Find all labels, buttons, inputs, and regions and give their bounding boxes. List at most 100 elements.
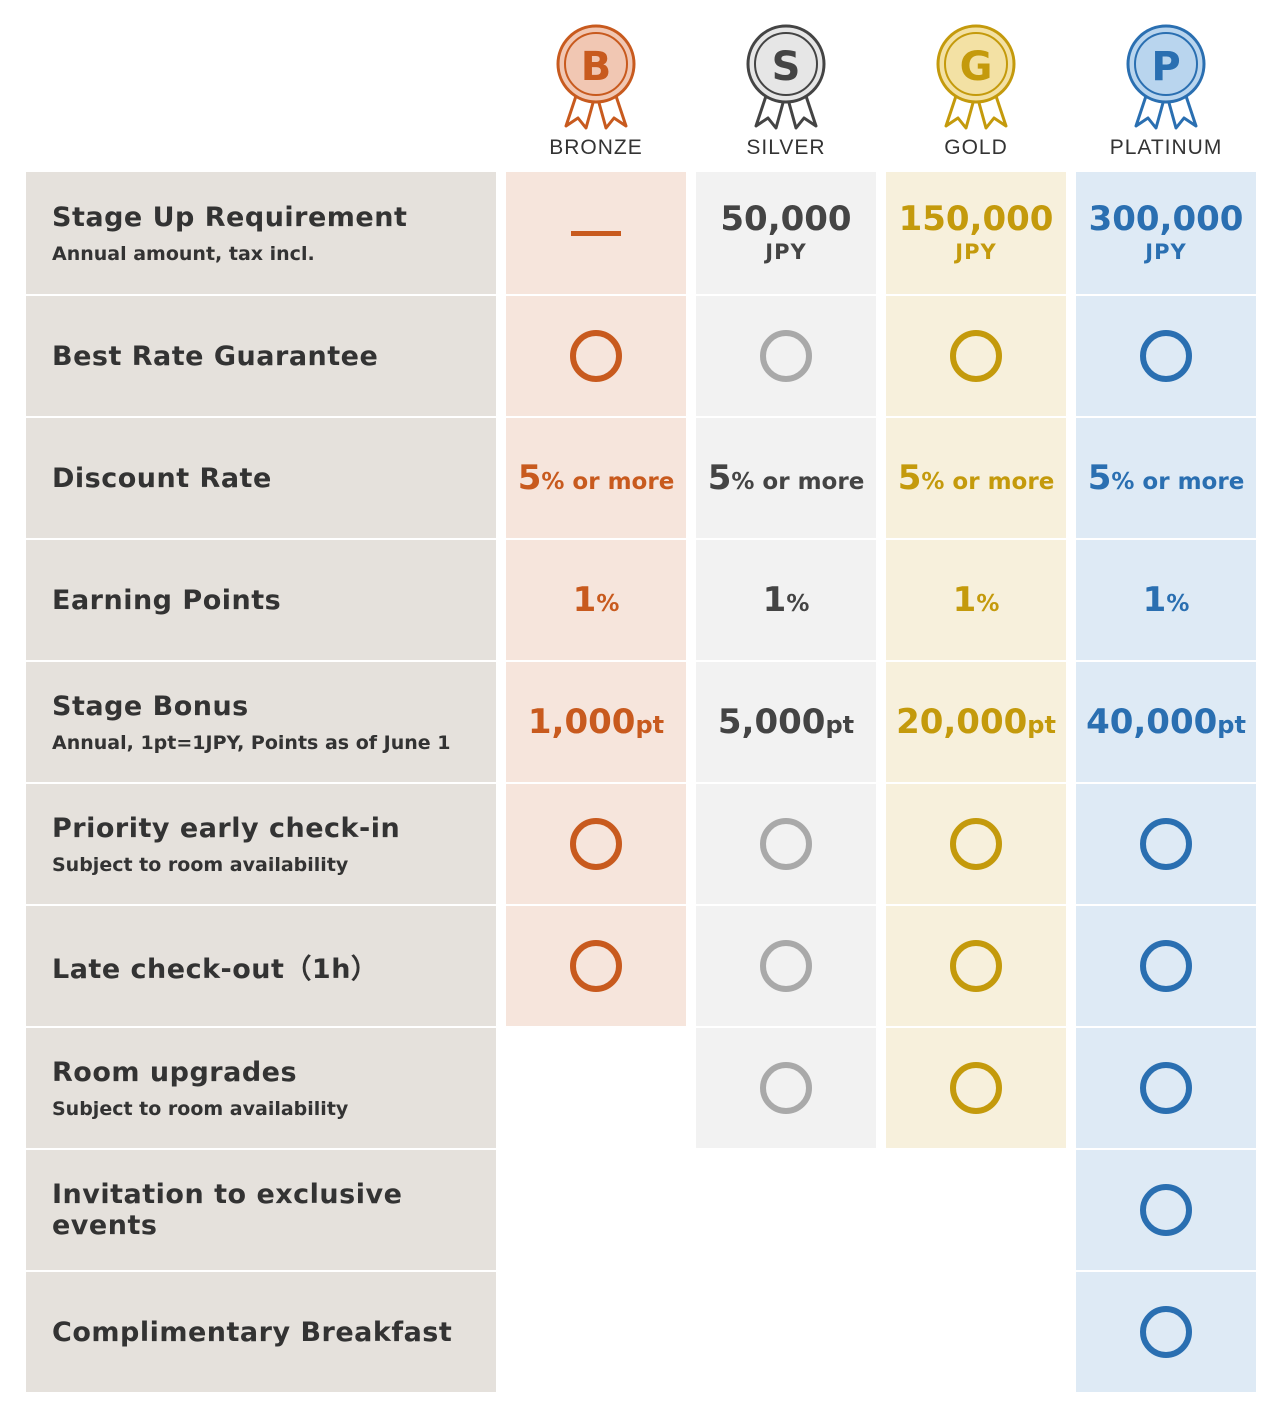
bronze-medal-icon: B — [556, 24, 636, 130]
points-number: 1 — [762, 580, 787, 620]
platinum-bonus: 40,000pt — [1076, 662, 1256, 782]
row-subtitle: Annual, 1pt=1JPY, Points as of June 1 — [52, 731, 451, 754]
requirement-amount: 50,000 — [720, 199, 852, 239]
bonus-value: 5,000pt — [718, 702, 854, 742]
discount-value: 5% or more — [1088, 458, 1245, 498]
tier-header-platinum: P PLATINUM — [1076, 22, 1256, 160]
discount-number: 5 — [517, 458, 542, 498]
requirement-amount: 150,000 — [898, 199, 1054, 239]
circle-check-icon — [950, 1062, 1002, 1114]
bronze-early-checkin — [506, 784, 686, 904]
discount-suffix: % or more — [541, 469, 675, 495]
row-label-room-upgrades: Room upgrades Subject to room availabili… — [26, 1028, 496, 1148]
row-label-stage-bonus: Stage Bonus Annual, 1pt=1JPY, Points as … — [26, 662, 496, 782]
tier-header-silver: S SILVER — [696, 22, 876, 160]
circle-check-icon — [1140, 1306, 1192, 1358]
points-number: 1 — [1142, 580, 1167, 620]
bronze-best-rate — [506, 296, 686, 416]
silver-room-upgrades — [696, 1028, 876, 1148]
platinum-requirement: 300,000 JPY — [1076, 172, 1256, 294]
bronze-late-checkout — [506, 906, 686, 1026]
tier-name-silver: SILVER — [746, 136, 826, 159]
bonus-value: 1,000pt — [528, 702, 664, 742]
bonus-suffix: pt — [635, 711, 665, 739]
points-value: 1% — [573, 580, 620, 620]
requirement-unit: JPY — [1145, 240, 1187, 264]
discount-suffix: % or more — [1111, 469, 1245, 495]
silver-requirement: 50,000 JPY — [696, 172, 876, 294]
row-title: Earning Points — [52, 584, 282, 616]
platinum-early-checkin — [1076, 784, 1256, 904]
gold-points: 1% — [886, 540, 1066, 660]
points-number: 1 — [572, 580, 597, 620]
row-label-best-rate: Best Rate Guarantee — [26, 296, 496, 416]
tier-name-gold: GOLD — [944, 136, 1008, 159]
bonus-value: 20,000pt — [896, 702, 1056, 742]
requirement-unit: JPY — [955, 240, 997, 264]
row-subtitle: Subject to room availability — [52, 853, 349, 876]
points-number: 1 — [952, 580, 977, 620]
row-label-discount: Discount Rate — [26, 418, 496, 538]
row-title: Room upgrades — [52, 1056, 298, 1088]
row-title: Complimentary Breakfast — [52, 1316, 453, 1348]
silver-points: 1% — [696, 540, 876, 660]
platinum-letter: P — [1151, 44, 1180, 90]
gold-medal-icon: G — [936, 24, 1016, 130]
gold-discount: 5% or more — [886, 418, 1066, 538]
silver-letter: S — [772, 44, 801, 90]
bonus-suffix: pt — [1027, 711, 1056, 739]
points-suffix: % — [976, 591, 1000, 617]
platinum-room-upgrades — [1076, 1028, 1256, 1148]
circle-check-icon — [760, 330, 812, 382]
platinum-best-rate — [1076, 296, 1256, 416]
row-title: Late check-out（1h） — [52, 953, 379, 985]
circle-check-icon — [760, 1062, 812, 1114]
bronze-bonus: 1,000pt — [506, 662, 686, 782]
gold-late-checkout — [886, 906, 1066, 1026]
row-label-events: Invitation to exclusive events — [26, 1150, 496, 1270]
tier-header-gold: G GOLD — [886, 22, 1066, 160]
silver-late-checkout — [696, 906, 876, 1026]
row-subtitle: Subject to room availability — [52, 1097, 349, 1120]
dash-icon — [571, 230, 621, 236]
discount-number: 5 — [1087, 458, 1112, 498]
row-title: Priority early check-in — [52, 812, 401, 844]
circle-check-icon — [760, 818, 812, 870]
silver-discount: 5% or more — [696, 418, 876, 538]
row-title: Stage Up Requirement — [52, 201, 408, 233]
requirement-amount: 300,000 — [1088, 199, 1244, 239]
row-label-early-checkin: Priority early check-in Subject to room … — [26, 784, 496, 904]
circle-check-icon — [760, 940, 812, 992]
bonus-number: 20,000 — [896, 702, 1028, 742]
circle-check-icon — [570, 330, 622, 382]
platinum-medal-icon: P — [1126, 24, 1206, 130]
points-value: 1% — [763, 580, 810, 620]
gold-bonus: 20,000pt — [886, 662, 1066, 782]
platinum-events — [1076, 1150, 1256, 1270]
tier-header-bronze: B BRONZE — [506, 22, 686, 160]
row-title: Invitation to exclusive events — [52, 1179, 403, 1241]
silver-early-checkin — [696, 784, 876, 904]
gold-room-upgrades — [886, 1028, 1066, 1148]
row-title: Best Rate Guarantee — [52, 340, 379, 372]
circle-check-icon — [1140, 330, 1192, 382]
row-subtitle: Annual amount, tax incl. — [52, 242, 315, 265]
gold-best-rate — [886, 296, 1066, 416]
discount-number: 5 — [707, 458, 732, 498]
bonus-value: 40,000pt — [1086, 702, 1246, 742]
circle-check-icon — [1140, 940, 1192, 992]
row-title: Stage Bonus — [52, 690, 249, 722]
row-label-late-checkout: Late check-out（1h） — [26, 906, 496, 1026]
tier-name-platinum: PLATINUM — [1109, 136, 1223, 159]
gold-letter: G — [960, 44, 993, 90]
silver-best-rate — [696, 296, 876, 416]
discount-value: 5% or more — [898, 458, 1055, 498]
circle-check-icon — [1140, 1184, 1192, 1236]
discount-suffix: % or more — [921, 469, 1055, 495]
bronze-letter: B — [581, 44, 612, 90]
bonus-number: 1,000 — [527, 702, 636, 742]
row-label-stage-up: Stage Up Requirement Annual amount, tax … — [26, 172, 496, 294]
circle-check-icon — [950, 940, 1002, 992]
silver-medal-icon: S — [746, 24, 826, 130]
discount-value: 5% or more — [518, 458, 675, 498]
